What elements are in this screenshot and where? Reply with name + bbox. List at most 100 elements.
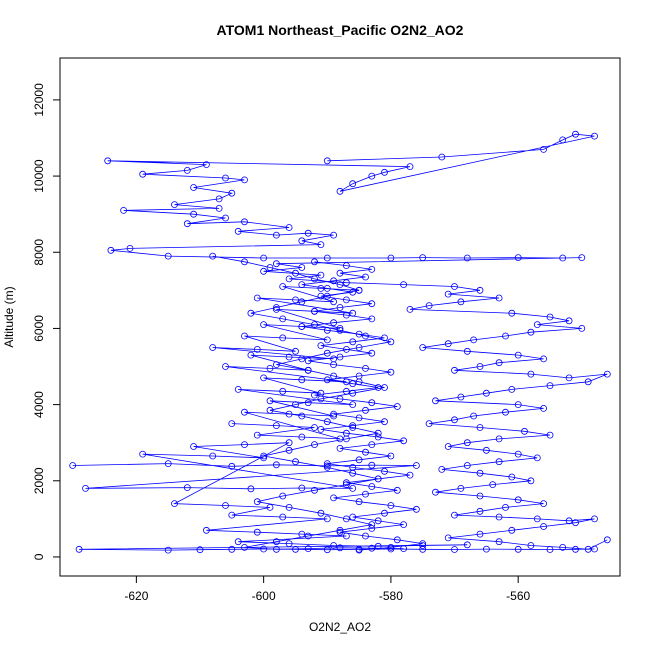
data-point: [393, 536, 401, 544]
data-point: [559, 254, 567, 262]
data-point: [495, 294, 503, 302]
data-point: [330, 298, 338, 306]
data-point: [451, 366, 458, 374]
data-point: [272, 461, 280, 469]
data-point: [164, 546, 172, 554]
data-point: [330, 412, 338, 420]
y-tick-label: 0: [32, 553, 46, 560]
data-point: [451, 546, 458, 553]
data-point: [368, 544, 376, 552]
data-point: [584, 378, 592, 386]
data-point: [241, 218, 248, 226]
data-point: [355, 456, 363, 464]
data-point: [285, 353, 293, 361]
data-point: [336, 528, 344, 536]
data-point: [260, 321, 268, 329]
data-point: [368, 349, 376, 357]
data-point: [247, 351, 255, 359]
data-point: [451, 511, 458, 519]
data-point: [298, 323, 306, 330]
data-point: [362, 448, 369, 456]
data-point: [355, 498, 363, 506]
data-point: [247, 485, 255, 493]
data-point: [368, 300, 376, 308]
data-point: [349, 380, 357, 388]
data-point: [171, 500, 178, 508]
data-point: [272, 538, 280, 546]
data-point: [260, 254, 268, 262]
data-point: [463, 541, 471, 549]
data-point: [330, 231, 338, 239]
data-point: [514, 351, 522, 359]
data-point: [298, 376, 306, 384]
data-point: [323, 462, 331, 470]
data-point: [292, 458, 299, 466]
data-point: [546, 313, 554, 321]
x-axis: -620 -600 -580 -560: [124, 575, 531, 603]
data-point: [374, 517, 382, 525]
data-point: [266, 397, 274, 405]
data-point: [521, 427, 528, 435]
data-point: [349, 309, 357, 317]
data-point: [603, 536, 611, 544]
data-point: [432, 397, 439, 405]
data-point: [222, 214, 229, 222]
series-line: [212, 255, 404, 550]
data-point: [298, 530, 306, 538]
data-point: [412, 505, 420, 513]
x-tick-label: -600: [252, 589, 276, 603]
data-point: [342, 296, 350, 304]
data-point: [565, 317, 573, 325]
data-point: [374, 475, 382, 483]
data-point: [349, 513, 357, 521]
data-point: [342, 345, 350, 353]
data-point: [317, 509, 325, 517]
data-point: [266, 264, 274, 271]
data-point: [349, 288, 357, 296]
data-point: [540, 145, 547, 153]
data-point: [355, 414, 363, 422]
data-point: [342, 479, 350, 487]
data-point: [317, 284, 325, 292]
data-point: [342, 378, 350, 386]
data-point: [228, 545, 236, 553]
data-point: [317, 425, 325, 433]
data-point: [304, 229, 312, 237]
data-point: [502, 503, 509, 511]
data-point: [546, 382, 554, 390]
data-point: [387, 545, 395, 553]
data-point: [190, 184, 198, 191]
data-point: [368, 315, 376, 323]
data-point: [381, 467, 388, 475]
data-point: [196, 546, 204, 554]
data-point: [292, 401, 299, 409]
data-point: [457, 298, 465, 306]
data-point: [317, 271, 325, 279]
data-point: [279, 334, 287, 342]
data-point: [374, 433, 382, 441]
data-point: [444, 443, 452, 450]
data-point: [311, 391, 318, 399]
data-point: [451, 416, 458, 424]
data-point: [336, 395, 344, 403]
data-point: [69, 462, 77, 469]
x-axis-label: O2N2_AO2: [309, 620, 371, 634]
data-point: [260, 452, 268, 460]
data-point: [349, 424, 357, 431]
data-point: [330, 410, 338, 418]
data-point: [330, 355, 338, 363]
data-point: [209, 344, 217, 351]
data-point: [260, 545, 268, 553]
data-point: [209, 452, 217, 460]
data-point: [572, 519, 579, 527]
data-point: [565, 517, 573, 525]
data-point: [508, 385, 516, 393]
y-tick-label: 10000: [32, 159, 46, 193]
data-point: [323, 349, 331, 357]
data-point: [572, 545, 579, 553]
data-point: [183, 220, 191, 228]
y-tick-label: 6000: [32, 315, 46, 342]
data-point: [336, 326, 344, 334]
data-point: [336, 324, 344, 332]
